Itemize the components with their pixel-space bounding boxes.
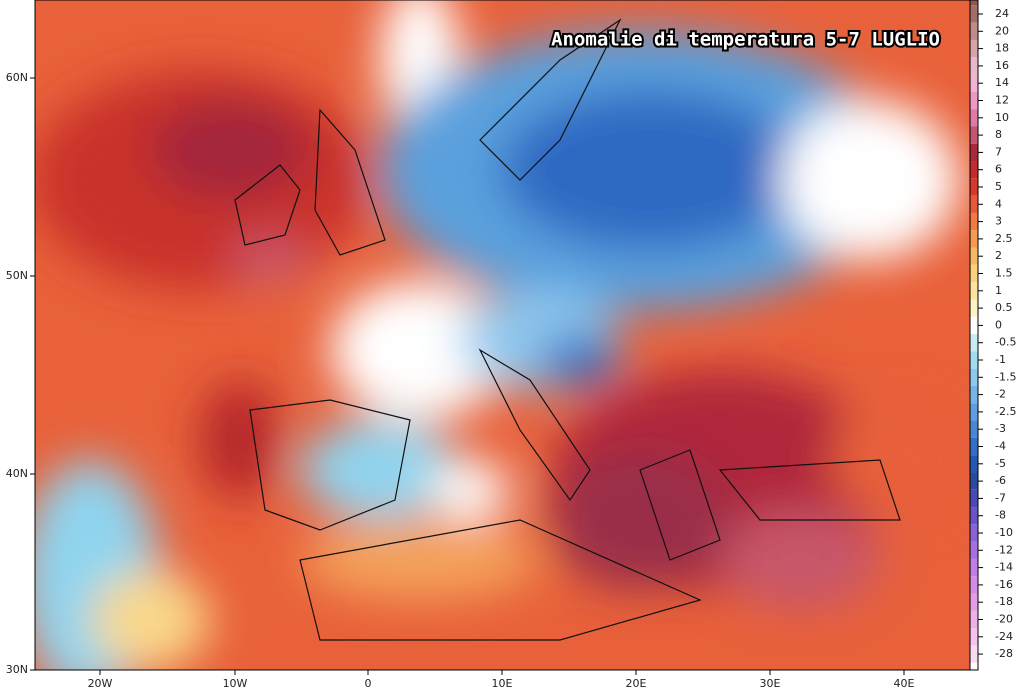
lon-label: 10E <box>492 677 513 689</box>
colorbar-label: -14 <box>995 561 1013 574</box>
colorbar-swatch <box>970 524 978 542</box>
colorbar-swatch <box>970 143 978 162</box>
colorbar-label: -1 <box>995 353 1006 366</box>
colorbar-swatch <box>970 5 978 23</box>
colorbar-label: -0.5 <box>995 336 1016 349</box>
colorbar-label: 2.5 <box>995 232 1013 245</box>
lon-label: 10W <box>223 677 248 689</box>
lat-label: 40N <box>6 467 28 480</box>
colorbar-frame <box>969 0 979 671</box>
colorbar-swatch <box>970 351 978 369</box>
colorbar-label: -8 <box>995 509 1006 522</box>
colorbar-swatch <box>970 455 978 473</box>
lon-label: 20E <box>626 677 647 689</box>
colorbar-label: 5 <box>995 180 1002 193</box>
colorbar-label: 24 <box>995 7 1009 20</box>
lat-label: 60N <box>6 71 28 84</box>
colorbar-swatch <box>970 57 978 75</box>
map-title: Anomalie di temperatura 5-7 LUGLIO <box>551 29 940 51</box>
colorbar-swatch <box>970 212 978 231</box>
colorbar-swatch <box>970 645 978 663</box>
colorbar-swatch <box>970 437 978 456</box>
colorbar-label: 7 <box>995 145 1002 158</box>
colorbar-label: -5 <box>995 457 1006 470</box>
lon-label: 20W <box>88 677 113 689</box>
colorbar-swatch <box>970 576 978 594</box>
colorbar-label: 6 <box>995 163 1002 176</box>
colorbar-label: 3 <box>995 215 1002 228</box>
colorbar-swatch <box>970 472 978 490</box>
colorbar-label: -2.5 <box>995 405 1016 418</box>
colorbar-swatch <box>970 230 978 248</box>
colorbar-label: -6 <box>995 474 1006 487</box>
colorbar-label: 1 <box>995 284 1002 297</box>
lon-label: 30E <box>760 677 781 689</box>
colorbar-swatch <box>970 507 978 525</box>
colorbar-swatch <box>970 610 978 629</box>
colorbar-swatch <box>970 299 978 317</box>
colorbar-swatch <box>970 558 978 577</box>
colorbar-label: 4 <box>995 197 1002 210</box>
colorbar-label: 2 <box>995 249 1002 262</box>
colorbar-swatch <box>970 593 978 611</box>
colorbar-label: -24 <box>995 630 1013 643</box>
colorbar-label: 18 <box>995 42 1009 55</box>
colorbar-swatch <box>970 22 978 40</box>
colorbar-swatch <box>970 403 978 421</box>
colorbar-label: 8 <box>995 128 1002 141</box>
colorbar-swatch <box>970 316 978 335</box>
anomaly-field <box>35 0 970 670</box>
colorbar-swatch <box>970 541 978 559</box>
colorbar-swatch <box>970 0 978 6</box>
lon-label: 0 <box>365 677 372 689</box>
lon-label: 40E <box>894 677 915 689</box>
colorbar-swatch <box>970 109 978 127</box>
colorbar-swatch <box>970 161 978 179</box>
colorbar-label: -7 <box>995 491 1006 504</box>
colorbar-label: 12 <box>995 94 1009 107</box>
colorbar-swatch <box>970 74 978 92</box>
colorbar-swatch <box>970 368 978 386</box>
lat-label: 30N <box>6 663 28 676</box>
colorbar-swatch <box>970 420 978 438</box>
colorbar-swatch <box>970 91 978 110</box>
colorbar-swatch <box>970 282 978 300</box>
colorbar-label: -20 <box>995 613 1013 626</box>
colorbar-swatch <box>970 489 978 508</box>
colorbar-label: -1.5 <box>995 370 1016 383</box>
colorbar-label: -2 <box>995 388 1006 401</box>
colorbar-swatch <box>970 195 978 213</box>
colorbar-label: 14 <box>995 76 1009 89</box>
colorbar-swatch <box>970 39 978 58</box>
colorbar-label: -28 <box>995 647 1013 660</box>
colorbar-label: 20 <box>995 24 1009 37</box>
colorbar-label: -3 <box>995 422 1006 435</box>
colorbar-swatch <box>970 385 978 404</box>
colorbar-label: 0.5 <box>995 301 1013 314</box>
colorbar-swatch <box>970 264 978 283</box>
colorbar-swatch <box>970 247 978 265</box>
colorbar-label: 28 <box>995 0 1009 3</box>
colorbar-label: -4 <box>995 440 1006 453</box>
colorbar-swatch <box>970 178 978 196</box>
colorbar-label: -18 <box>995 595 1013 608</box>
colorbar-swatch <box>970 126 978 144</box>
colorbar-swatch <box>970 334 978 352</box>
colorbar-label: -10 <box>995 526 1013 539</box>
colorbar-label: -16 <box>995 578 1013 591</box>
lat-label: 50N <box>6 269 28 282</box>
colorbar-label: 0 <box>995 318 1002 331</box>
colorbar-label: 16 <box>995 59 1009 72</box>
colorbar-label: 1.5 <box>995 267 1013 280</box>
colorbar-swatch <box>970 628 978 646</box>
colorbar-label: -12 <box>995 543 1013 556</box>
colorbar-label: 10 <box>995 111 1009 124</box>
